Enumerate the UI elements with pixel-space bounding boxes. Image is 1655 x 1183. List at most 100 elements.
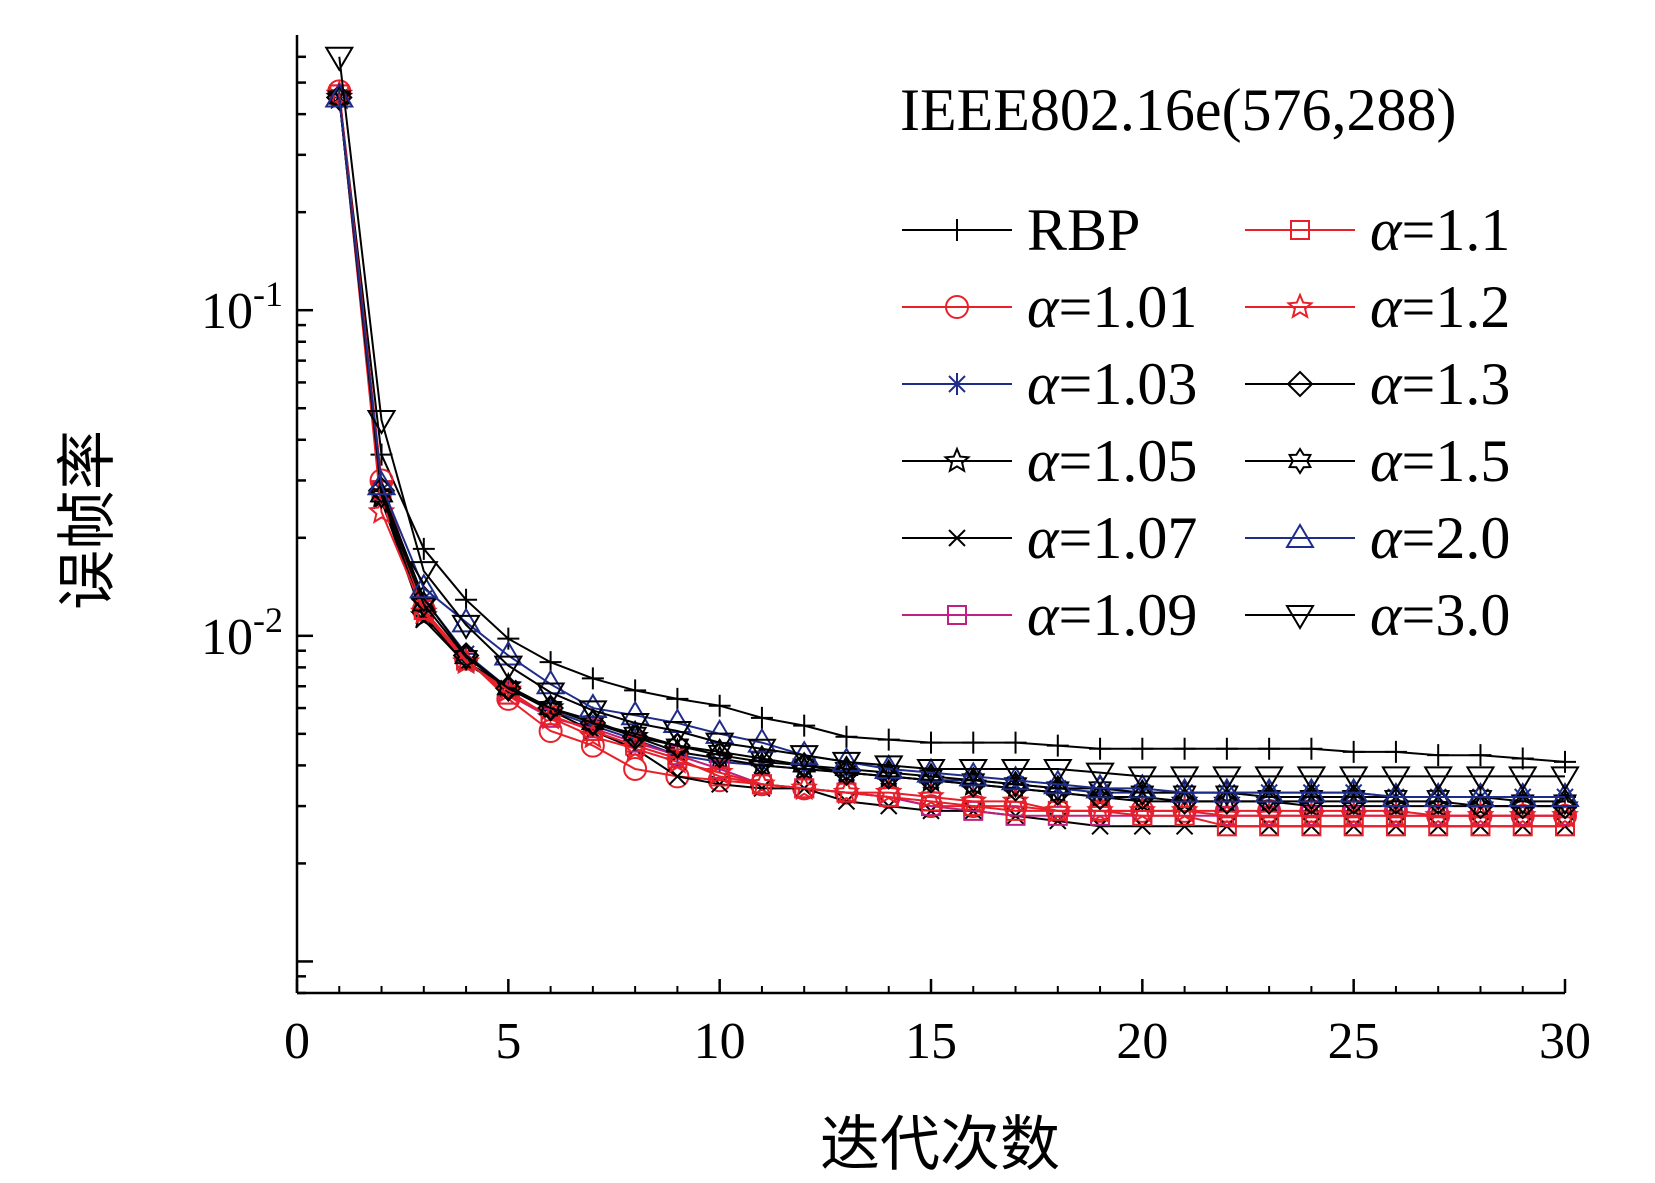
data-point xyxy=(1213,788,1241,815)
data-point xyxy=(1510,787,1535,816)
legend-label: α=3.0 xyxy=(1370,582,1510,648)
data-point xyxy=(1088,774,1113,803)
series-layer xyxy=(324,46,1580,837)
legend-label: α=1.05 xyxy=(1027,428,1197,494)
data-point xyxy=(1424,801,1453,828)
x-tick-label: 25 xyxy=(1328,1013,1380,1070)
x-axis-title: 迭代次数 xyxy=(820,1110,1060,1180)
data-point xyxy=(789,740,819,766)
legend-marker xyxy=(1285,605,1315,630)
data-point xyxy=(662,721,693,747)
data-point xyxy=(370,443,393,466)
data-point xyxy=(1300,737,1323,760)
data-point xyxy=(409,573,439,599)
data-point xyxy=(1085,762,1115,788)
legend-item: α=1.2 xyxy=(1245,274,1510,340)
series-0 xyxy=(328,83,1576,773)
data-point xyxy=(959,786,988,814)
data-point xyxy=(1507,766,1538,792)
data-point xyxy=(919,794,943,819)
legend-marker xyxy=(947,605,967,625)
series-11 xyxy=(324,46,1580,792)
data-point xyxy=(1297,801,1326,828)
data-point xyxy=(1133,817,1152,836)
series-10 xyxy=(324,82,1580,807)
data-point xyxy=(1175,817,1194,836)
legend-item: α=1.01 xyxy=(902,274,1197,340)
data-point xyxy=(620,712,650,738)
legend-label: α=1.1 xyxy=(1370,197,1510,263)
data-point xyxy=(1000,758,1031,784)
data-point xyxy=(493,655,524,681)
data-point xyxy=(624,728,647,751)
data-point xyxy=(1085,773,1115,799)
data-point xyxy=(1296,777,1327,803)
data-point xyxy=(1216,816,1237,837)
data-point xyxy=(1173,737,1196,760)
data-point xyxy=(1086,796,1114,823)
data-point xyxy=(621,734,649,761)
data-point xyxy=(793,714,816,737)
legend-item: α=1.03 xyxy=(902,351,1197,417)
x-tick-label: 15 xyxy=(905,1013,957,1070)
x-tick-label: 20 xyxy=(1116,1013,1168,1070)
data-point xyxy=(1338,777,1369,803)
data-point xyxy=(535,682,566,708)
data-point xyxy=(409,561,439,587)
data-point xyxy=(1342,740,1365,763)
data-point xyxy=(1169,777,1200,803)
data-point xyxy=(790,773,819,801)
legend-item: α=2.0 xyxy=(1245,505,1510,571)
data-point xyxy=(1259,816,1280,837)
data-point xyxy=(411,590,436,619)
data-point xyxy=(1257,783,1282,811)
data-point xyxy=(581,667,604,690)
data-point xyxy=(665,731,690,760)
data-point xyxy=(366,410,397,435)
data-point xyxy=(1550,781,1580,807)
data-point xyxy=(1469,744,1492,767)
data-point xyxy=(705,757,734,785)
data-point xyxy=(917,782,945,809)
data-point xyxy=(1213,801,1241,828)
data-point xyxy=(831,751,862,777)
data-point xyxy=(918,762,944,791)
data-point xyxy=(1341,783,1366,811)
data-point xyxy=(1131,737,1154,760)
data-point xyxy=(455,588,478,611)
y-tick-label: 10-1 xyxy=(201,274,283,340)
data-point xyxy=(1171,788,1199,815)
data-point xyxy=(708,694,731,717)
data-point xyxy=(1004,731,1027,754)
legend-marker xyxy=(948,529,966,547)
data-point xyxy=(1258,737,1281,760)
data-point xyxy=(1212,766,1242,792)
data-point xyxy=(835,725,858,748)
data-point xyxy=(1170,796,1199,823)
data-point xyxy=(497,627,520,650)
data-point xyxy=(1214,778,1239,807)
data-point xyxy=(1423,781,1453,807)
data-point xyxy=(451,614,481,640)
data-point xyxy=(1255,801,1283,828)
legend-marker xyxy=(1290,220,1310,240)
data-point xyxy=(1215,737,1238,760)
legend-label: RBP xyxy=(1027,197,1140,263)
data-point xyxy=(704,732,735,758)
data-point xyxy=(1381,766,1411,792)
data-point xyxy=(1468,783,1493,811)
data-point xyxy=(1212,777,1242,803)
data-point xyxy=(1508,801,1537,828)
data-point xyxy=(1132,805,1153,826)
legend-marker xyxy=(1285,523,1315,548)
data-point xyxy=(1043,758,1073,784)
x-tick-label: 30 xyxy=(1539,1013,1591,1070)
data-point xyxy=(789,745,819,771)
data-point xyxy=(579,722,607,749)
data-point xyxy=(327,83,352,112)
data-point xyxy=(496,674,521,703)
data-point xyxy=(1339,801,1368,828)
data-point xyxy=(578,700,608,726)
legend-label: α=1.03 xyxy=(1027,351,1197,417)
legend-item: α=1.09 xyxy=(902,582,1197,648)
